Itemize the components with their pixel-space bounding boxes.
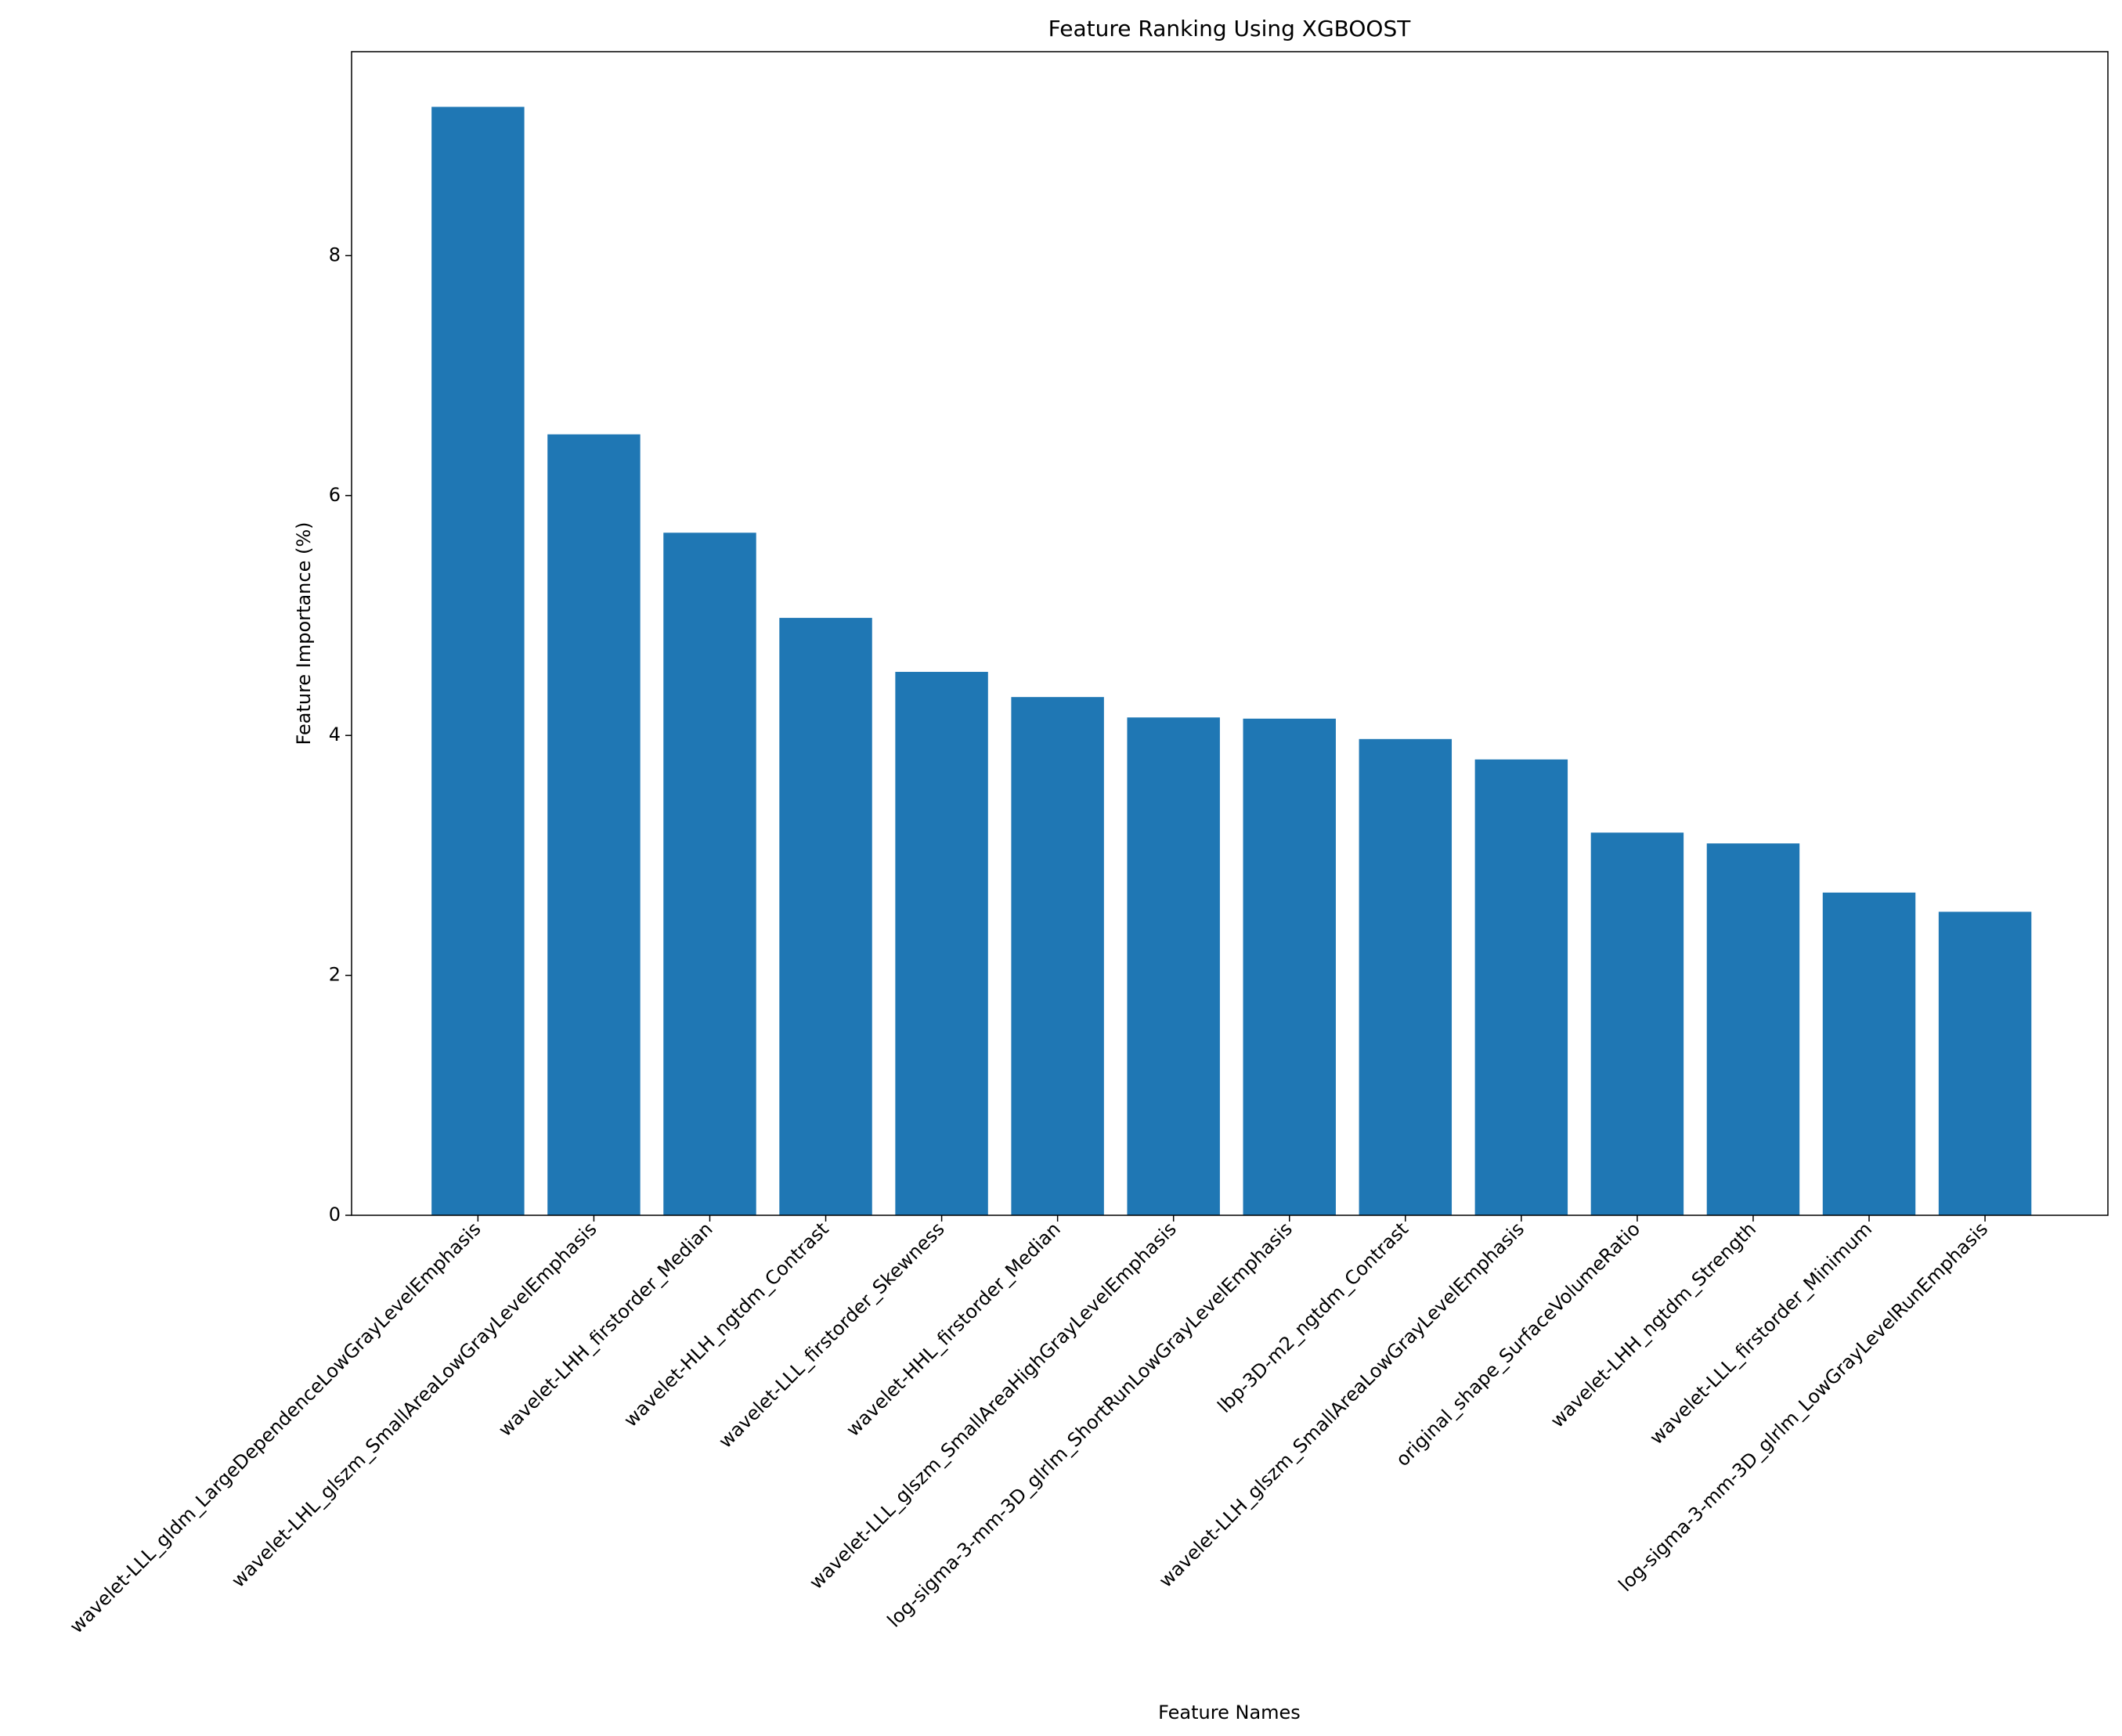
bar bbox=[1127, 717, 1220, 1215]
x-tick-label: original_shape_SurfaceVolumeRatio bbox=[1391, 1218, 1644, 1471]
y-tick-label: 4 bbox=[329, 724, 341, 745]
x-tick-label: wavelet-LHH_firstorder_Median bbox=[494, 1218, 717, 1441]
bar bbox=[1590, 832, 1684, 1215]
bar bbox=[895, 672, 988, 1215]
x-tick-label: wavelet-HHL_firstorder_Median bbox=[842, 1218, 1065, 1441]
bar bbox=[663, 532, 756, 1215]
y-tick-label: 2 bbox=[329, 964, 341, 986]
x-tick-label: wavelet-LLL_firstorder_Minimum bbox=[1645, 1218, 1876, 1449]
bar bbox=[1938, 911, 2032, 1215]
plot-frame bbox=[351, 51, 2109, 1216]
y-tick-label: 8 bbox=[329, 244, 341, 265]
bar bbox=[779, 618, 872, 1215]
bar bbox=[1706, 843, 1800, 1215]
x-tick-label: wavelet-LLL_firstorder_Skewness bbox=[714, 1218, 948, 1452]
x-tick-label: log-sigma-3-mm-3D_glrlm_ShortRunLowGrayL… bbox=[883, 1218, 1297, 1631]
chart-title: Feature Ranking Using XGBOOST bbox=[1048, 16, 1412, 42]
bar bbox=[547, 434, 641, 1215]
bar bbox=[1011, 697, 1104, 1215]
x-tick-label: wavelet-LLL_gldm_LargeDependenceLowGrayL… bbox=[66, 1218, 485, 1637]
bar bbox=[1359, 738, 1453, 1215]
bar bbox=[1243, 718, 1336, 1215]
bar bbox=[1822, 892, 1916, 1215]
y-tick-label: 0 bbox=[329, 1204, 341, 1225]
x-tick-label: lbp-3D-m2_ngtdm_Contrast bbox=[1214, 1218, 1413, 1417]
y-tick-label: 6 bbox=[329, 484, 341, 506]
x-tick-label: wavelet-LHH_ngtdm_Strength bbox=[1546, 1218, 1760, 1431]
bar bbox=[431, 106, 525, 1216]
y-axis-label: Feature Importance (%) bbox=[293, 522, 315, 745]
bar bbox=[1474, 759, 1568, 1215]
x-axis-label: Feature Names bbox=[1158, 1702, 1301, 1723]
x-tick-label: wavelet-HLH_ngtdm_Contrast bbox=[619, 1218, 832, 1431]
